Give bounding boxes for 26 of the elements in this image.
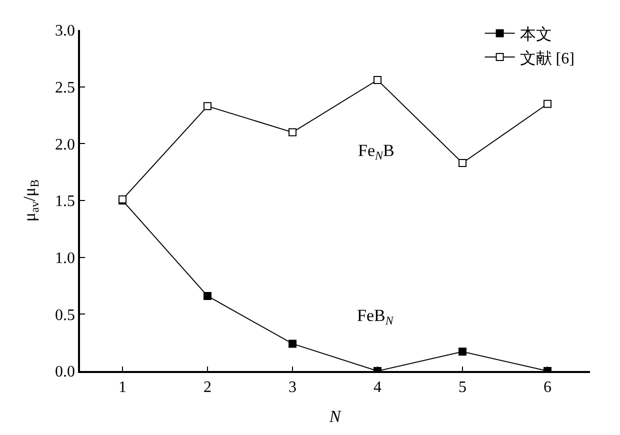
y-tick-label: 3.0 [55,22,76,40]
x-tick-label: 2 [204,378,212,396]
x-tick-label: 5 [458,378,466,396]
point [374,76,382,84]
x-tick-label: 6 [544,378,552,396]
x-tick-label: 3 [288,378,296,396]
point [288,340,296,348]
x-tick-label: 1 [118,378,126,396]
annotation: Fe$_{N}$B [358,141,394,163]
x-axis-title: N [328,406,342,426]
point [544,100,552,108]
y-tick-label: 2.5 [55,79,76,96]
point [204,292,212,300]
y-tick-label: 0.0 [55,364,76,381]
point [288,128,296,136]
y-tick-label: 0.5 [55,306,76,324]
y-tick-label: 1.0 [55,250,76,267]
point [458,348,466,356]
x-tick-label: 4 [374,378,382,396]
annotation: FeB$_{N}$ [357,306,394,328]
y-tick-label: 1.5 [55,193,76,210]
legend-label: 本文 [520,26,552,44]
legend-label: 文献 [6] [520,49,574,68]
point [204,102,212,110]
point [458,158,466,167]
y-tick-label: 2.0 [55,136,76,154]
